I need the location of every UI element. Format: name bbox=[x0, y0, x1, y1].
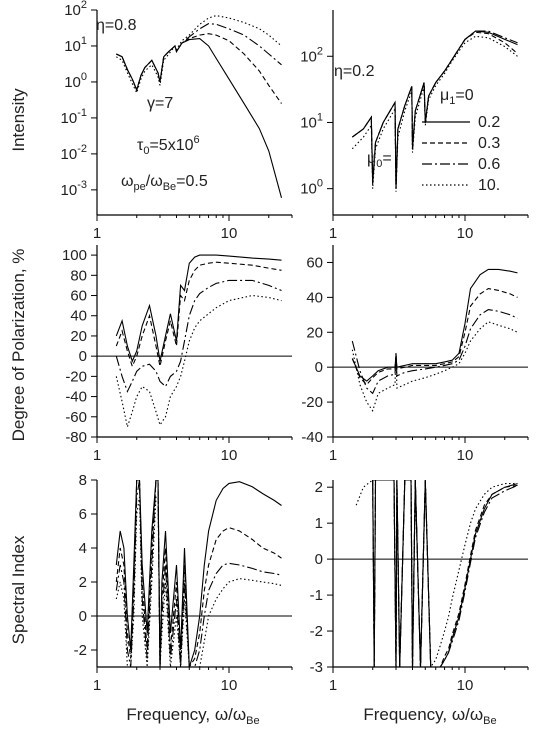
y-tick-label: -20 bbox=[65, 368, 87, 385]
y-label-polarization: Degree of Polarization, % bbox=[9, 249, 28, 442]
x-tick-label: 10 bbox=[221, 225, 238, 242]
x-tick-label: 10 bbox=[457, 225, 474, 242]
series-line-4 bbox=[355, 480, 518, 667]
y-tick-label: -2 bbox=[310, 623, 323, 640]
y-tick-label: -2 bbox=[74, 642, 87, 659]
legend-label: 0.2 bbox=[478, 114, 500, 131]
series-group bbox=[115, 254, 282, 430]
series-line-4 bbox=[115, 294, 282, 430]
x-tick-label: 10 bbox=[457, 677, 474, 694]
y-tick-label: 102 bbox=[64, 0, 87, 19]
x-label-right: Frequency, ω/ωBe bbox=[363, 705, 496, 727]
legend: 0.2 0.3 0.6 10. bbox=[422, 114, 500, 194]
y-tick-label: 100 bbox=[62, 247, 87, 264]
series-group bbox=[351, 268, 518, 413]
x-tick-label: 10 bbox=[221, 447, 238, 464]
series-line-2 bbox=[115, 261, 282, 368]
y-tick-label: 0 bbox=[315, 551, 323, 568]
y-tick-label: -3 bbox=[310, 659, 323, 676]
panel-polarization-eta02: 1 10 60 40 20 0 -20 -40 bbox=[301, 245, 529, 464]
y-tick-label: 60 bbox=[70, 288, 87, 305]
x-tick-label: 1 bbox=[93, 225, 101, 242]
y-tick-label: 101 bbox=[64, 35, 87, 55]
y-tick-label: -40 bbox=[301, 429, 323, 446]
panel-polarization-eta08: 1 10 100 80 60 40 20 0 -20 -40 -60 -80 bbox=[62, 245, 293, 464]
series-line-3 bbox=[372, 480, 518, 667]
y-tick-label: -40 bbox=[65, 389, 87, 406]
y-tick-label: -20 bbox=[301, 394, 323, 411]
y-tick-label: 102 bbox=[300, 45, 323, 65]
y-label-intensity: Intensity bbox=[9, 88, 28, 152]
y-tick-label: 0 bbox=[315, 359, 323, 376]
y-tick-label: 60 bbox=[306, 254, 323, 271]
y-tick-label: -60 bbox=[65, 409, 87, 426]
y-tick-label: 2 bbox=[315, 479, 323, 496]
y-tick-label: 2 bbox=[79, 574, 87, 591]
y-tick-label: 10-3 bbox=[61, 179, 87, 199]
x-tick-label: 1 bbox=[329, 447, 337, 464]
y-tick-label: 8 bbox=[79, 472, 87, 489]
y-tick-label: 10-1 bbox=[61, 107, 87, 127]
y-tick-label: 0 bbox=[79, 608, 87, 625]
series-line-3 bbox=[351, 309, 518, 395]
series-line-3 bbox=[116, 23, 282, 92]
y-label-spectral-index: Spectral Index bbox=[9, 535, 28, 644]
y-tick-label: 40 bbox=[306, 289, 323, 306]
x-tick-label: 1 bbox=[329, 677, 337, 694]
y-tick-label: 101 bbox=[300, 111, 323, 131]
series-group bbox=[115, 480, 282, 667]
panel-spectral-index-eta08: 1 10 8 6 4 2 0 -2 bbox=[74, 472, 293, 694]
gamma-annotation: γ=7 bbox=[147, 95, 173, 112]
legend-label: 10. bbox=[478, 177, 500, 194]
series-line-4 bbox=[115, 496, 282, 667]
series-line-1 bbox=[115, 254, 282, 363]
y-tick-label: 40 bbox=[70, 308, 87, 325]
series-line-1 bbox=[372, 480, 518, 667]
series-line-4 bbox=[351, 35, 518, 192]
x-label-left: Frequency, ω/ωBe bbox=[126, 705, 259, 727]
series-group bbox=[116, 15, 283, 198]
y-tick-label: 80 bbox=[70, 267, 87, 284]
x-tick-label: 1 bbox=[329, 225, 337, 242]
omega-ratio-annotation: ωpe/ωBe=0.5 bbox=[121, 173, 208, 193]
y-tick-label: 100 bbox=[300, 178, 323, 198]
series-group bbox=[355, 480, 518, 667]
legend-label: 0.6 bbox=[478, 156, 500, 173]
series-line-4 bbox=[116, 15, 282, 95]
y-tick-label: 10-2 bbox=[61, 143, 87, 163]
x-tick-label: 10 bbox=[221, 677, 238, 694]
series-group bbox=[351, 30, 518, 192]
panel-intensity-eta02: 1 10 102 101 100 bbox=[300, 10, 529, 242]
y-tick-label: -80 bbox=[65, 429, 87, 446]
series-line-2 bbox=[351, 288, 518, 386]
y-tick-label: 1 bbox=[315, 515, 323, 532]
series-line-1 bbox=[351, 268, 518, 382]
y-tick-label: 20 bbox=[306, 324, 323, 341]
eta-annotation-left: η=0.8 bbox=[96, 17, 137, 34]
series-line-3 bbox=[351, 30, 518, 189]
series-line-2 bbox=[372, 480, 518, 667]
x-tick-label: 1 bbox=[93, 677, 101, 694]
y-tick-label: -1 bbox=[310, 587, 323, 604]
panel-intensity-eta08: 1 10 102 101 100 10-1 10-2 10-3 bbox=[61, 0, 293, 242]
series-line-4 bbox=[351, 321, 518, 413]
legend-label: 0.3 bbox=[478, 135, 500, 152]
y-tick-label: 20 bbox=[70, 328, 87, 345]
x-tick-label: 10 bbox=[457, 447, 474, 464]
eta-annotation-right: η=0.2 bbox=[334, 63, 375, 80]
y-tick-label: 0 bbox=[79, 348, 87, 365]
x-tick-label: 1 bbox=[93, 447, 101, 464]
y-tick-label: 100 bbox=[64, 71, 87, 91]
mu0-annotation: μ0= bbox=[367, 150, 392, 170]
series-line-3 bbox=[115, 279, 282, 393]
y-tick-label: 4 bbox=[79, 540, 87, 557]
mu1-annotation: μ1=0 bbox=[440, 87, 474, 107]
y-tick-label: 6 bbox=[79, 506, 87, 523]
tau-annotation: τ0=5x106 bbox=[137, 134, 200, 157]
